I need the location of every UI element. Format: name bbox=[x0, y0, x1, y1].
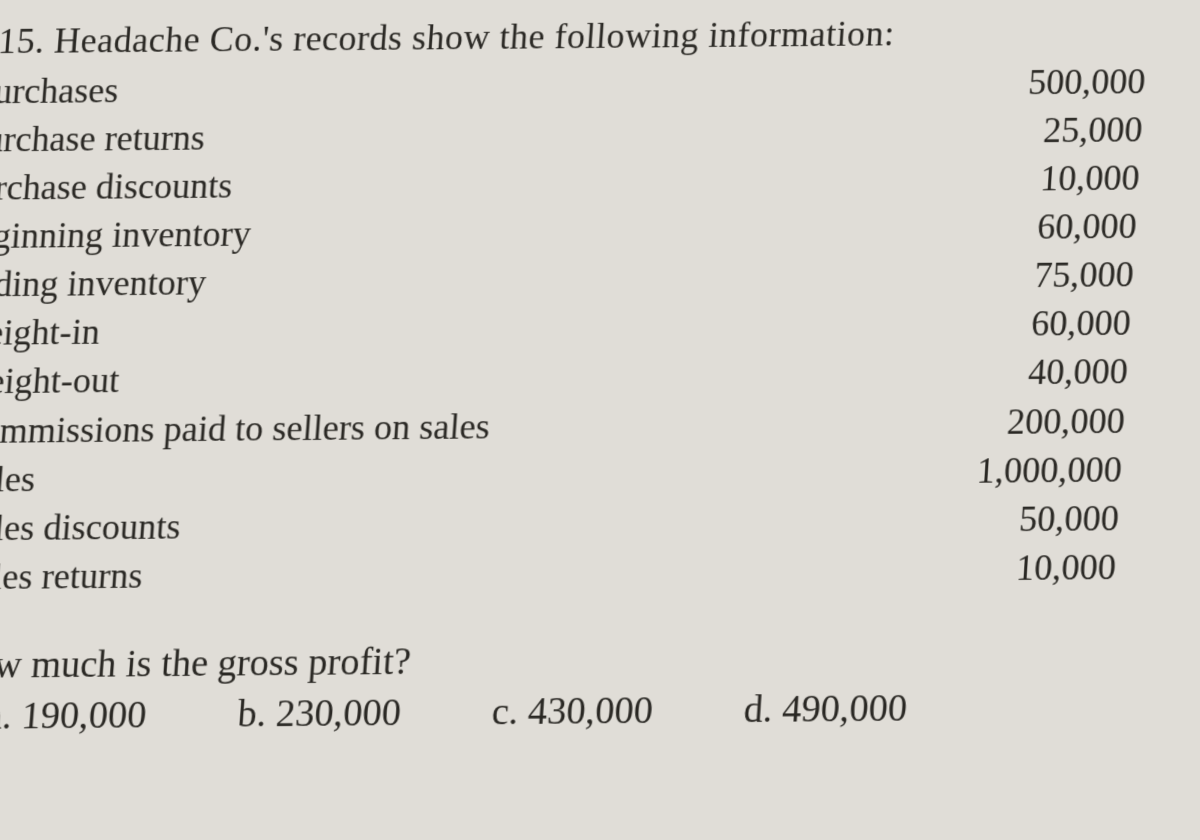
choice-d[interactable]: d. 490,000 bbox=[742, 686, 908, 732]
data-value: 10,000 bbox=[913, 543, 1118, 592]
data-label: Ending inventory bbox=[0, 259, 208, 308]
data-value: 10,000 bbox=[938, 155, 1141, 203]
data-label: Purchases bbox=[0, 67, 120, 114]
data-value: 500,000 bbox=[944, 58, 1147, 106]
data-value: 75,000 bbox=[931, 251, 1135, 299]
data-label: Beginning inventory bbox=[0, 211, 253, 260]
data-row: Purchases 500,000 bbox=[3, 58, 1147, 114]
data-label: Freight-in bbox=[0, 309, 102, 357]
data-row: Freight-in 60,000 bbox=[0, 300, 1132, 357]
question-intro: 15. Headache Co.'s records show the foll… bbox=[0, 10, 1150, 62]
question-prompt: How much is the gross profit? bbox=[0, 633, 1112, 688]
data-value: 60,000 bbox=[928, 300, 1132, 348]
data-list: Purchases 500,000 Purchase returns 25,00… bbox=[0, 58, 1147, 600]
data-label: Sales returns bbox=[0, 552, 144, 601]
data-row: Purchase returns 25,000 bbox=[0, 106, 1144, 162]
data-row: Freight-out 40,000 bbox=[0, 348, 1129, 405]
data-value: 200,000 bbox=[922, 397, 1126, 445]
data-label: Sales bbox=[0, 455, 37, 502]
data-row: Sales returns 10,000 bbox=[0, 543, 1117, 600]
data-row: Commissions paid to sellers on sales 200… bbox=[0, 397, 1126, 454]
data-label: Purchase discounts bbox=[0, 162, 234, 211]
data-value: 25,000 bbox=[941, 106, 1144, 154]
data-value: 1,000,000 bbox=[919, 446, 1123, 495]
exam-question-page: 15. Headache Co.'s records show the foll… bbox=[0, 10, 1150, 739]
data-row: Purchase discounts 10,000 bbox=[0, 155, 1141, 211]
data-value: 40,000 bbox=[925, 348, 1129, 396]
data-row: Sales 1,000,000 bbox=[0, 446, 1123, 503]
choice-b[interactable]: b. 230,000 bbox=[236, 690, 403, 736]
data-label: Purchase returns bbox=[0, 114, 207, 162]
data-row: Beginning inventory 60,000 bbox=[0, 203, 1138, 259]
answer-choices: a. 190,000 b. 230,000 c. 430,000 d. 490,… bbox=[0, 684, 1109, 739]
data-row: Ending inventory 75,000 bbox=[0, 251, 1135, 307]
data-label: Freight-out bbox=[0, 357, 121, 405]
choice-c[interactable]: c. 430,000 bbox=[490, 688, 654, 734]
data-label: Commissions paid to sellers on sales bbox=[0, 402, 492, 453]
data-label: Sales discounts bbox=[0, 503, 182, 552]
data-row: Sales discounts 50,000 bbox=[0, 494, 1120, 551]
choice-a[interactable]: a. 190,000 bbox=[0, 692, 148, 738]
data-value: 50,000 bbox=[916, 494, 1120, 543]
data-value: 60,000 bbox=[935, 203, 1139, 251]
